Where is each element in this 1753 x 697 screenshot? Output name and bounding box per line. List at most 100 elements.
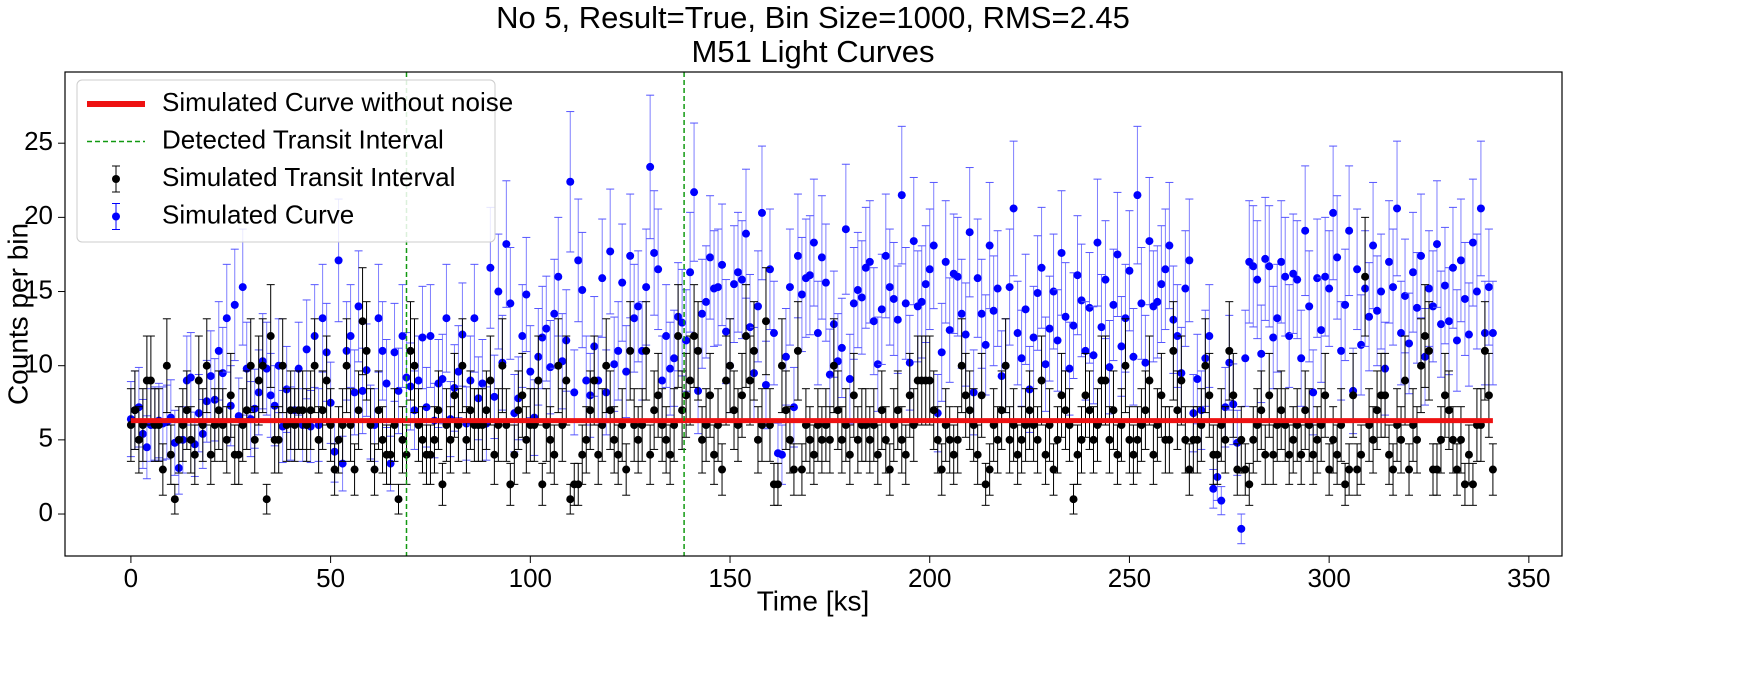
point [398,435,407,444]
point [1401,291,1410,300]
chart-title: No 5, Result=True, Bin Size=1000, RMS=2.… [496,0,1130,35]
y-tick-label: 10 [24,349,53,379]
point [1448,435,1457,444]
point [438,375,447,384]
point [358,317,367,326]
point [486,263,495,272]
point [254,376,263,385]
point [1476,204,1485,213]
point [174,435,183,444]
point [626,251,635,260]
point [945,435,954,444]
point [909,237,918,246]
point [885,283,894,292]
point [1073,271,1082,280]
point [989,306,998,315]
point [1053,435,1062,444]
point [266,391,275,400]
point [358,386,367,395]
point [1241,354,1250,363]
point [1353,465,1362,474]
point [738,391,747,400]
point [1460,294,1469,303]
point [809,238,818,247]
point [1456,256,1465,265]
point [1309,388,1318,397]
point [190,450,199,459]
point [869,317,878,326]
point [1464,450,1473,459]
point [414,376,423,385]
legend-label: Simulated Curve [162,199,354,229]
point [402,450,411,459]
point [350,388,359,397]
x-tick-label: 50 [316,563,345,593]
point [1273,314,1282,323]
point [941,257,950,266]
point [1005,435,1014,444]
point [1077,296,1086,305]
point [853,435,862,444]
point [1041,450,1050,459]
point [718,260,727,269]
point [646,450,655,459]
point [334,435,343,444]
point [1365,312,1374,321]
point [761,380,770,389]
point [422,403,431,412]
point [849,299,858,308]
point [430,435,439,444]
point [622,465,631,474]
point [506,299,515,308]
point [162,361,171,370]
point [1413,303,1422,312]
point [957,309,966,318]
point [925,265,934,274]
point [845,375,854,384]
point [498,361,507,370]
point [817,435,826,444]
point [610,435,619,444]
point [394,386,403,395]
point [1265,391,1274,400]
point [1245,480,1254,489]
point [310,361,319,370]
point [490,392,499,401]
point [626,346,635,355]
point [318,406,327,415]
point [837,343,846,352]
point [1225,346,1234,355]
chart-subtitle: M51 Light Curves [692,34,935,69]
point [1325,465,1334,474]
point [730,280,739,289]
point [1221,435,1230,444]
point [378,435,387,444]
point [1181,284,1190,293]
point [833,406,842,415]
point [1213,450,1222,459]
point [1444,406,1453,415]
point [230,300,239,309]
point [1417,361,1426,370]
point [410,361,419,370]
point [1233,465,1242,474]
point [837,435,846,444]
point [881,251,890,260]
point [777,361,786,370]
point [698,309,707,318]
point [590,376,599,385]
point [206,372,215,381]
point [322,376,331,385]
point [1185,465,1194,474]
point [1249,262,1258,271]
point [146,376,155,385]
point [418,435,427,444]
point [1033,435,1042,444]
x-tick-label: 200 [908,563,951,593]
point [278,361,287,370]
point [222,314,231,323]
point [1205,391,1214,400]
point [350,465,359,474]
point [738,275,747,284]
